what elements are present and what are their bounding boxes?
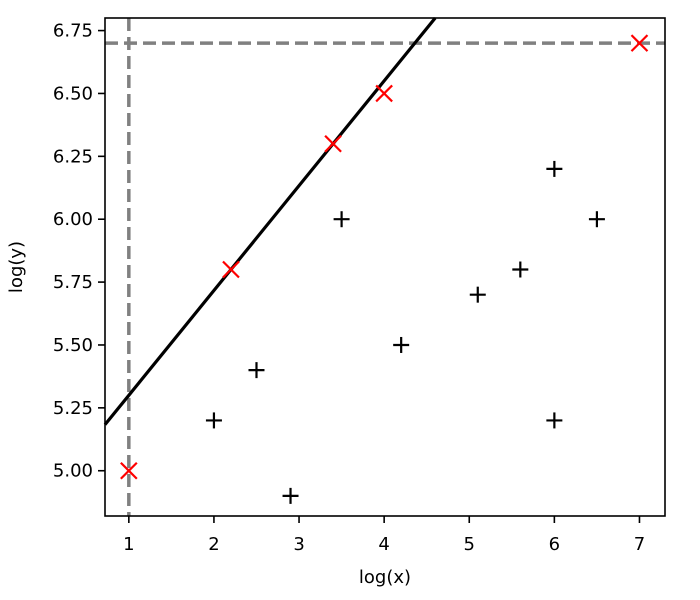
- x-tick-label: 6: [549, 534, 560, 555]
- plus-marker-point: [248, 362, 265, 379]
- x-marker-stroke: [324, 134, 342, 153]
- plus-marker-point: [546, 412, 563, 429]
- x-marker-stroke: [375, 84, 393, 103]
- y-tick-label: 6.75: [53, 21, 93, 42]
- x-tick-label: 2: [208, 534, 219, 555]
- x-tick-label: 7: [634, 534, 645, 555]
- x-marker-point: [324, 134, 342, 153]
- plus-marker-point: [393, 336, 410, 353]
- plus-marker-point: [333, 211, 350, 228]
- fit-line: [103, 16, 437, 426]
- x-marker-stroke: [120, 461, 138, 480]
- tick-layer: 1 2 3 4 5 6 7 5.00 5.25 5.50 5.75 6.00 6.25 6.50 6.75: [53, 21, 645, 555]
- y-tick-label: 5.00: [53, 461, 93, 482]
- reference-lines: [105, 18, 665, 516]
- y-tick-label: 6.25: [53, 146, 93, 167]
- x-marker-stroke: [222, 260, 240, 279]
- x-tick-label: 5: [464, 534, 475, 555]
- plus-marker-point: [282, 487, 299, 504]
- y-tick-label: 5.75: [53, 272, 93, 293]
- y-tick-label: 5.25: [53, 398, 93, 419]
- x-marker-point: [120, 461, 138, 480]
- x-marker-stroke: [630, 34, 649, 52]
- x-tick-label: 4: [378, 534, 389, 555]
- y-tick-label: 5.50: [53, 335, 93, 356]
- plus-marker-point: [546, 160, 563, 177]
- x-marker-point: [375, 84, 393, 103]
- plus-marker-point: [588, 211, 605, 228]
- x-axis-label: log(x): [359, 567, 411, 588]
- y-tick-label: 6.50: [53, 83, 93, 104]
- y-tick-label: 6.00: [53, 209, 93, 230]
- x-tick-label: 3: [293, 534, 304, 555]
- plot-frame: [104, 17, 666, 517]
- x-marker-point: [630, 34, 649, 52]
- fit-line-layer: [103, 16, 437, 426]
- x-marker-point: [222, 260, 240, 279]
- y-axis-label: log(y): [6, 241, 27, 293]
- marker-layer: [120, 34, 649, 504]
- x-tick-label: 1: [123, 534, 134, 555]
- plus-marker-point: [469, 286, 486, 303]
- plus-marker-point: [512, 261, 529, 278]
- plus-marker-point: [205, 412, 222, 429]
